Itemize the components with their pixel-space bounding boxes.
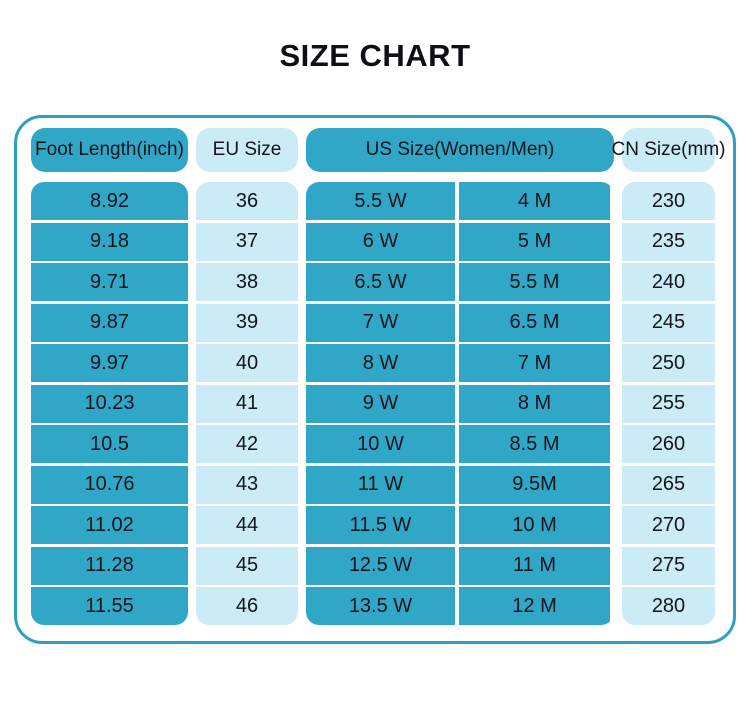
cell-us-size-men: 12 M	[455, 587, 610, 625]
cell-eu-size: 43	[196, 465, 298, 504]
size-chart-panel: Foot Length(inch) EU Size US Size(Women/…	[14, 115, 736, 644]
header-cell-us-size: US Size(Women/Men)	[306, 128, 614, 172]
cell-cn-size: 245	[622, 303, 715, 342]
cell-eu-size: 44	[196, 506, 298, 544]
cell-cn-size: 270	[622, 506, 715, 544]
cell-us-size-pair: 9 W 8 M	[306, 384, 614, 423]
cell-us-size-men: 6.5 M	[455, 303, 610, 342]
table-row: 11.28 45 12.5 W 11 M 275	[31, 546, 717, 585]
cell-foot-length: 9.97	[31, 344, 188, 382]
cell-us-size-pair: 11.5 W 10 M	[306, 506, 614, 544]
cell-cn-size: 230	[622, 182, 715, 220]
table-row: 9.71 38 6.5 W 5.5 M 240	[31, 263, 717, 301]
size-table-body: 8.92 36 5.5 W 4 M 230 9.18 37 6 W 5 M 23…	[31, 182, 717, 625]
cell-us-size-men: 9.5M	[455, 465, 610, 504]
cell-eu-size: 45	[196, 546, 298, 585]
cell-us-size-pair: 8 W 7 M	[306, 344, 614, 382]
page-title: SIZE CHART	[279, 38, 471, 73]
cell-eu-size: 37	[196, 222, 298, 261]
cell-us-size-women: 11.5 W	[306, 506, 455, 544]
cell-us-size-pair: 12.5 W 11 M	[306, 546, 614, 585]
header-cell-eu-size: EU Size	[196, 128, 298, 172]
cell-eu-size: 38	[196, 263, 298, 301]
cell-us-size-pair: 5.5 W 4 M	[306, 182, 614, 220]
cell-us-size-women: 9 W	[306, 384, 455, 423]
cell-foot-length: 11.02	[31, 506, 188, 544]
cell-cn-size: 235	[622, 222, 715, 261]
cell-cn-size: 255	[622, 384, 715, 423]
cell-foot-length: 10.5	[31, 425, 188, 463]
header-cell-foot-length: Foot Length(inch)	[31, 128, 188, 172]
cell-foot-length: 8.92	[31, 182, 188, 220]
table-row: 11.55 46 13.5 W 12 M 280	[31, 587, 717, 625]
cell-foot-length: 11.28	[31, 546, 188, 585]
cell-us-size-men: 11 M	[455, 546, 610, 585]
table-row: 10.5 42 10 W 8.5 M 260	[31, 425, 717, 463]
cell-us-size-men: 4 M	[455, 182, 610, 220]
cell-foot-length: 9.18	[31, 222, 188, 261]
cell-us-size-women: 11 W	[306, 465, 455, 504]
cell-us-size-pair: 11 W 9.5M	[306, 465, 614, 504]
cell-us-size-pair: 6 W 5 M	[306, 222, 614, 261]
cell-cn-size: 265	[622, 465, 715, 504]
cell-us-size-men: 8 M	[455, 384, 610, 423]
cell-eu-size: 46	[196, 587, 298, 625]
size-table-header: Foot Length(inch) EU Size US Size(Women/…	[31, 128, 726, 172]
cell-cn-size: 240	[622, 263, 715, 301]
cell-us-size-women: 13.5 W	[306, 587, 455, 625]
table-row: 11.02 44 11.5 W 10 M 270	[31, 506, 717, 544]
cell-us-size-men: 5.5 M	[455, 263, 610, 301]
cell-us-size-women: 5.5 W	[306, 182, 455, 220]
table-row: 8.92 36 5.5 W 4 M 230	[31, 182, 717, 220]
header-cell-cn-size: CN Size(mm)	[612, 128, 726, 172]
cell-us-size-women: 6.5 W	[306, 263, 455, 301]
table-row: 9.87 39 7 W 6.5 M 245	[31, 303, 717, 342]
table-row: 9.97 40 8 W 7 M 250	[31, 344, 717, 382]
cell-foot-length: 9.87	[31, 303, 188, 342]
cell-foot-length: 10.76	[31, 465, 188, 504]
cell-us-size-women: 8 W	[306, 344, 455, 382]
cell-eu-size: 42	[196, 425, 298, 463]
cell-us-size-women: 10 W	[306, 425, 455, 463]
cell-foot-length: 9.71	[31, 263, 188, 301]
cell-us-size-pair: 13.5 W 12 M	[306, 587, 614, 625]
cell-eu-size: 41	[196, 384, 298, 423]
cell-us-size-men: 10 M	[455, 506, 610, 544]
cell-eu-size: 39	[196, 303, 298, 342]
cell-us-size-men: 5 M	[455, 222, 610, 261]
cell-cn-size: 260	[622, 425, 715, 463]
cell-us-size-women: 12.5 W	[306, 546, 455, 585]
table-row: 9.18 37 6 W 5 M 235	[31, 222, 717, 261]
cell-foot-length: 10.23	[31, 384, 188, 423]
cell-us-size-men: 8.5 M	[455, 425, 610, 463]
cell-us-size-pair: 7 W 6.5 M	[306, 303, 614, 342]
cell-eu-size: 36	[196, 182, 298, 220]
cell-us-size-pair: 6.5 W 5.5 M	[306, 263, 614, 301]
cell-cn-size: 250	[622, 344, 715, 382]
cell-us-size-women: 6 W	[306, 222, 455, 261]
cell-cn-size: 280	[622, 587, 715, 625]
table-row: 10.76 43 11 W 9.5M 265	[31, 465, 717, 504]
table-row: 10.23 41 9 W 8 M 255	[31, 384, 717, 423]
cell-eu-size: 40	[196, 344, 298, 382]
cell-us-size-men: 7 M	[455, 344, 610, 382]
cell-foot-length: 11.55	[31, 587, 188, 625]
cell-cn-size: 275	[622, 546, 715, 585]
cell-us-size-pair: 10 W 8.5 M	[306, 425, 614, 463]
cell-us-size-women: 7 W	[306, 303, 455, 342]
